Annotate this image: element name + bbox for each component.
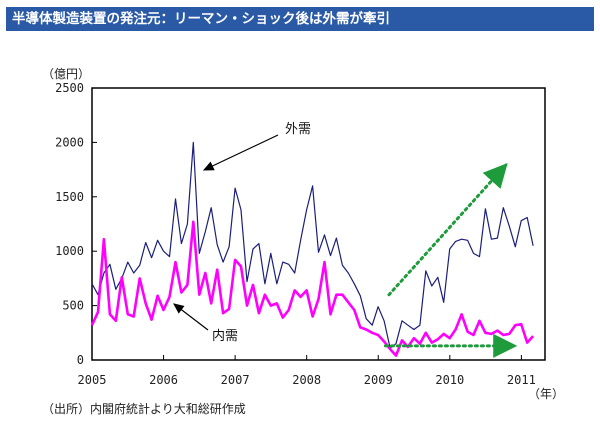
chart-title-bar: 半導体製造装置の発注元：リーマン・ショック後は外需が牽引: [6, 7, 594, 31]
y-tick-label: 1000: [55, 244, 84, 258]
series-layer: [90, 141, 535, 357]
y-tick-label: 0: [77, 353, 84, 367]
callout-arrow: [202, 134, 279, 171]
trend-arrows: [383, 163, 518, 358]
y-axis-ticks: 0 500 1000 1500 2000 2500: [55, 81, 97, 367]
x-axis-ticks: 2005 2006 2007 2008 2009 2010 2011: [78, 355, 536, 387]
x-tick-label: 2009: [364, 373, 393, 387]
x-tick-label: 2005: [78, 373, 107, 387]
overseas-trend-arrow: [387, 163, 508, 297]
annotation-overseas: 外需: [285, 122, 311, 137]
y-tick-label: 2500: [55, 81, 84, 95]
x-tick-label: 2007: [221, 373, 250, 387]
x-axis-label: （年）: [528, 387, 564, 401]
annotation-domestic: 内需: [212, 328, 238, 344]
plot-frame: [91, 87, 546, 361]
y-tick-label: 2000: [55, 135, 84, 149]
x-tick-label: 2006: [149, 373, 178, 387]
series-line-overseas: [91, 141, 534, 349]
y-tick-label: 1500: [55, 190, 84, 204]
x-tick-label: 2010: [435, 373, 464, 387]
series-line-domestic: [90, 220, 535, 357]
y-tick-label: 500: [62, 299, 84, 313]
callout-arrow: [173, 303, 209, 331]
y-axis-label: （億円）: [42, 67, 90, 81]
source-note: （出所）内閣府統計より大和総研作成: [42, 402, 246, 416]
plot-border: [91, 87, 546, 361]
x-tick-label: 2008: [292, 373, 321, 387]
x-tick-label: 2011: [507, 373, 536, 387]
